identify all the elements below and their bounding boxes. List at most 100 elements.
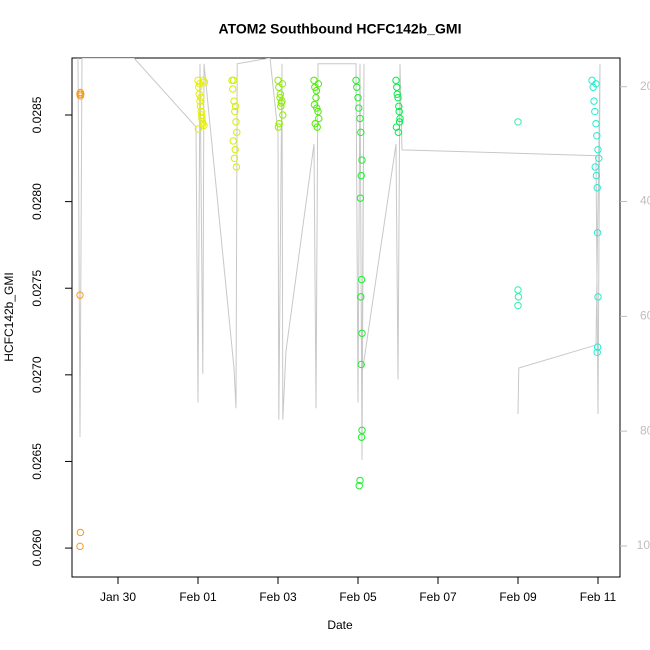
y2-tick-label: 200: [640, 79, 650, 93]
point: [314, 80, 323, 88]
point: [592, 80, 600, 88]
point: [355, 482, 363, 490]
point: [229, 137, 237, 145]
point: [357, 360, 365, 369]
chart-title: ATOM2 Southbound HCFC142b_GMI: [219, 21, 462, 37]
x-tick-label: Jan 30: [100, 590, 136, 604]
point: [195, 83, 203, 91]
x-tick-label: Feb 01: [179, 590, 217, 604]
point: [352, 76, 360, 85]
point: [76, 528, 85, 537]
point: [231, 102, 240, 111]
point: [393, 90, 401, 98]
point: [358, 156, 366, 164]
point: [232, 163, 241, 171]
point: [392, 123, 401, 131]
point: [76, 88, 85, 97]
point: [277, 102, 285, 111]
point: [194, 125, 203, 133]
y2-tick-label: 400: [640, 194, 650, 208]
point: [356, 114, 364, 123]
point: [395, 102, 403, 111]
point: [196, 102, 205, 111]
point: [197, 107, 205, 116]
y-tick-label: 0.0265: [30, 443, 44, 480]
point: [231, 145, 239, 154]
point: [357, 293, 365, 301]
point: [195, 90, 203, 98]
x-axis-label: Date: [327, 618, 353, 632]
point: [591, 163, 599, 171]
y-tick-label: 0.0260: [30, 529, 44, 566]
point: [395, 118, 404, 126]
point: [353, 83, 361, 91]
x-tick-label: Feb 07: [419, 590, 457, 604]
point: [313, 123, 321, 131]
point: [358, 329, 366, 337]
point: [314, 107, 322, 116]
point: [315, 114, 323, 123]
point: [200, 78, 209, 86]
point: [276, 90, 285, 98]
y-tick-label: 0.0270: [30, 356, 44, 393]
point: [591, 107, 599, 116]
y2-tick-label: 600: [640, 309, 650, 323]
point: [595, 154, 603, 163]
y-tick-label: 0.0280: [30, 183, 44, 220]
point: [312, 93, 320, 102]
point: [76, 542, 84, 551]
point: [279, 111, 287, 119]
x-tick-label: Feb 09: [499, 590, 537, 604]
point: [357, 433, 366, 441]
point: [356, 476, 364, 485]
point: [76, 291, 84, 299]
point: [195, 80, 204, 88]
x-tick-label: Feb 05: [339, 590, 377, 604]
y2-tick-label: 1000: [637, 538, 650, 552]
point: [514, 293, 523, 301]
point: [394, 128, 403, 137]
point: [310, 100, 319, 109]
point: [514, 118, 522, 126]
point: [593, 229, 602, 237]
point: [232, 118, 240, 126]
point: [198, 114, 206, 123]
point: [229, 85, 237, 93]
y-axis-label: HCFC142b_GMI: [2, 272, 16, 361]
point: [593, 184, 601, 192]
point: [229, 76, 238, 85]
plot-frame: [71, 57, 621, 578]
point: [395, 107, 403, 116]
y-tick-label: 0.0275: [30, 270, 44, 307]
point: [514, 286, 522, 294]
point: [196, 97, 204, 105]
point: [592, 171, 601, 180]
point: [357, 275, 366, 284]
point: [593, 343, 602, 351]
point: [233, 128, 241, 137]
point: [394, 93, 402, 102]
point: [230, 97, 238, 105]
point: [396, 114, 404, 123]
point: [230, 154, 239, 163]
point: [200, 121, 208, 130]
y2-tick-label: 800: [640, 423, 650, 437]
point: [357, 171, 365, 180]
point: [594, 145, 602, 154]
point: [354, 93, 362, 102]
point: [393, 83, 401, 91]
x-tick-label: Feb 03: [259, 590, 297, 604]
point: [392, 76, 400, 85]
point: [514, 301, 522, 310]
point: [197, 111, 206, 119]
point: [358, 426, 366, 434]
point: [312, 87, 321, 95]
point: [231, 107, 239, 116]
point: [594, 293, 602, 301]
point: [356, 194, 365, 202]
point: [198, 118, 207, 126]
point: [592, 119, 600, 128]
point: [197, 93, 205, 102]
